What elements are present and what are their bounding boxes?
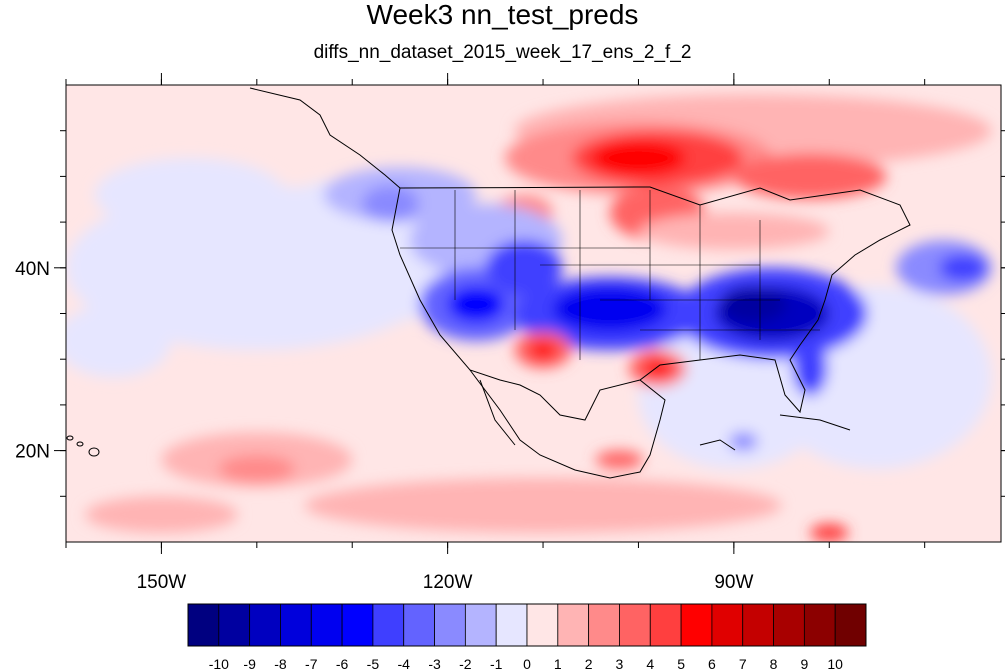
canada-coast	[249, 87, 401, 189]
hawaii-islands	[66, 435, 100, 457]
colorbar-label: 1	[554, 656, 562, 672]
x-tick-label: 150W	[137, 572, 187, 593]
map-ticks: 150W 120W 90W 40N 20N	[15, 73, 1005, 593]
colorbar-swatch-4	[310, 603, 343, 647]
colorbar-label: -1	[490, 656, 503, 672]
colorbar-swatch-21	[834, 603, 867, 647]
field-blob-4	[361, 185, 420, 223]
colorbar-swatch-1	[218, 603, 251, 647]
colorbar-swatch-20	[803, 603, 836, 647]
colorbar-label: -4	[398, 656, 411, 672]
colorbar-swatch-15	[649, 603, 682, 647]
field-blob-24	[447, 286, 505, 323]
colorbar-swatch-5	[341, 603, 374, 647]
field-blob-35	[643, 359, 672, 378]
state-borders	[400, 190, 820, 360]
colorbar-swatch-8	[434, 603, 466, 647]
colorbar-swatch-0	[187, 603, 220, 647]
colorbar-swatch-10	[495, 603, 528, 647]
field-blob-38	[810, 523, 849, 542]
colorbar-swatch-7	[403, 603, 435, 647]
yucatan-outline	[699, 439, 736, 451]
coastlines-and-borders	[66, 87, 911, 479]
colorbar: -10 -9 -8 -7 -6 -5 -4 -3 -2 -1 0 1 2 3 4 5 6 7 8 9 10	[187, 603, 867, 672]
field-blob-18	[733, 153, 887, 200]
colorbar-swatch-12	[557, 603, 590, 647]
colorbar-label: 5	[677, 656, 685, 672]
field-blob-9	[85, 496, 238, 533]
field-blob-21	[638, 212, 830, 250]
field-blob-5	[94, 158, 286, 232]
field-blob-25	[485, 240, 563, 296]
colorbar-swatch-17	[711, 603, 744, 647]
field-blob-17	[590, 139, 687, 177]
colorbar-label: 8	[770, 656, 778, 672]
cuba-outline	[779, 414, 851, 431]
colorbar-swatch-18	[742, 603, 774, 647]
field-blob-33	[528, 340, 558, 360]
y-tick-label: 40N	[15, 259, 50, 280]
map-title: Week3 nn_test_preds	[366, 0, 639, 30]
colorbar-swatch-3	[280, 603, 312, 647]
colorbar-swatch-11	[526, 603, 559, 647]
colorbar-label: 10	[827, 656, 843, 672]
field-blob-8	[304, 478, 782, 533]
field-blob-13	[938, 254, 987, 282]
colorbar-label: 6	[708, 656, 716, 672]
colorbar-swatch-16	[680, 603, 713, 647]
x-tick-label: 120W	[423, 572, 473, 593]
colorbar-label: -6	[336, 656, 349, 672]
mexico-outline	[469, 369, 666, 479]
field-blob-2	[66, 304, 171, 378]
field-blob-27	[552, 286, 668, 332]
colorbar-label: 3	[616, 656, 624, 672]
colorbar-label: 2	[585, 656, 593, 672]
colorbar-label: 4	[646, 656, 654, 672]
colorbar-label: -5	[367, 656, 380, 672]
x-tick-label: 90W	[714, 572, 753, 593]
colorbar-label: -8	[274, 656, 287, 672]
colorbar-label: 7	[739, 656, 747, 672]
colorbar-swatch-2	[249, 603, 281, 647]
colorbar-swatch-19	[773, 603, 805, 647]
colorbar-swatch-14	[619, 603, 651, 647]
colorbar-label: 0	[523, 656, 531, 672]
colorbar-label: -7	[305, 656, 318, 672]
colorbar-label: -3	[428, 656, 441, 672]
field-blob-31	[793, 340, 828, 396]
field-blob-36	[595, 450, 644, 469]
field-blob-7	[218, 455, 295, 483]
y-tick-label: 20N	[15, 442, 50, 463]
colorbar-frame	[187, 603, 867, 647]
difference-field	[66, 85, 1001, 542]
colorbar-label: -10	[209, 656, 229, 672]
colorbar-swatch-13	[588, 603, 620, 647]
colorbar-swatch-6	[372, 603, 405, 647]
map-subtitle: diffs_nn_dataset_2015_week_17_ens_2_f_2	[313, 42, 692, 63]
baja-outline	[479, 379, 516, 446]
colorbar-label: 9	[800, 656, 808, 672]
colorbar-label: -2	[459, 656, 472, 672]
colorbar-label: -9	[243, 656, 256, 672]
us-outline	[391, 186, 911, 421]
colorbar-swatch-9	[464, 603, 497, 647]
field-blob-37	[729, 432, 758, 451]
field-blob-30	[719, 286, 787, 323]
